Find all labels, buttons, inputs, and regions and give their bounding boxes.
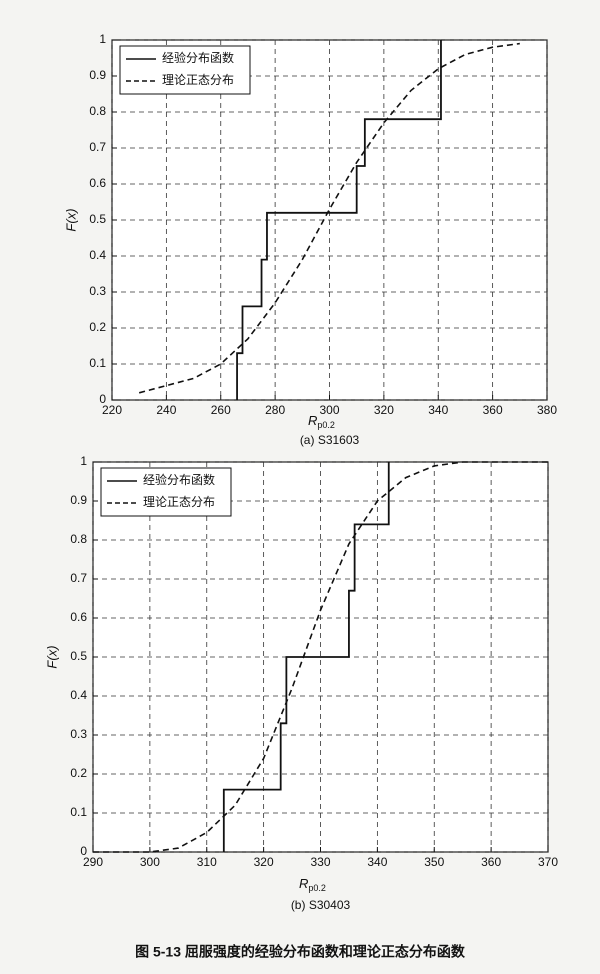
y-tick-label: 0.8 — [89, 104, 106, 118]
y-tick-label: 0.8 — [70, 532, 87, 546]
series-line — [236, 40, 442, 400]
x-tick-label: 320 — [374, 403, 394, 417]
x-axis-label-subscript: p0.2 — [308, 883, 326, 893]
y-tick-label: 1 — [80, 454, 87, 468]
legend-label: 经验分布函数 — [143, 472, 215, 487]
x-tick-label: 330 — [310, 855, 330, 869]
x-tick-label: 240 — [156, 403, 176, 417]
x-tick-label: 300 — [319, 403, 339, 417]
y-axis-label: F(x) — [44, 645, 59, 668]
legend-label: 理论正态分布 — [162, 73, 234, 87]
legend-box — [119, 45, 251, 95]
y-tick-label: 0.2 — [89, 320, 106, 334]
y-tick-label: 0.1 — [70, 805, 87, 819]
legend-label: 经验分布函数 — [162, 50, 234, 65]
chart-caption: (b) S30403 — [291, 898, 351, 912]
x-tick-label: 340 — [367, 855, 387, 869]
series-line — [93, 461, 548, 853]
y-tick-label: 0.9 — [89, 68, 106, 82]
x-tick-label: 260 — [211, 403, 231, 417]
x-tick-label: 360 — [481, 855, 501, 869]
legend-box — [100, 467, 232, 517]
y-tick-label: 0.2 — [70, 766, 87, 780]
x-tick-label: 340 — [428, 403, 448, 417]
y-tick-label: 0.3 — [70, 727, 87, 741]
x-axis-label-main: R — [308, 413, 317, 428]
x-tick-label: 360 — [483, 403, 503, 417]
x-tick-label: 370 — [538, 855, 558, 869]
x-tick-label: 300 — [140, 855, 160, 869]
y-tick-label: 0.6 — [89, 176, 106, 190]
y-tick-label: 0.3 — [89, 284, 106, 298]
y-tick-label: 0.7 — [89, 140, 106, 154]
x-tick-label: 290 — [83, 855, 103, 869]
x-axis-label: Rp0.2 — [299, 876, 326, 893]
y-tick-label: 0.5 — [89, 212, 106, 226]
x-tick-label: 220 — [102, 403, 122, 417]
x-tick-label: 380 — [537, 403, 557, 417]
x-tick-label: 320 — [254, 855, 274, 869]
y-tick-label: 1 — [99, 32, 106, 46]
x-axis-label-subscript: p0.2 — [317, 420, 335, 430]
x-tick-label: 350 — [424, 855, 444, 869]
series-line — [222, 462, 390, 852]
figure-caption: 图 5-13 屈服强度的经验分布函数和理论正态分布函数 — [135, 944, 466, 960]
y-axis-label: F(x) — [63, 208, 78, 231]
y-tick-label: 0.5 — [70, 649, 87, 663]
y-tick-label: 0.4 — [89, 248, 106, 262]
y-tick-label: 0 — [80, 844, 87, 858]
y-tick-label: 0.1 — [89, 356, 106, 370]
x-axis-label-main: R — [299, 876, 308, 891]
legend-label: 理论正态分布 — [143, 495, 215, 509]
y-tick-label: 0.7 — [70, 571, 87, 585]
y-tick-label: 0.6 — [70, 610, 87, 624]
x-axis-label: Rp0.2 — [308, 413, 335, 430]
x-tick-label: 280 — [265, 403, 285, 417]
y-tick-label: 0.9 — [70, 493, 87, 507]
y-tick-label: 0.4 — [70, 688, 87, 702]
y-tick-label: 0 — [99, 392, 106, 406]
x-tick-label: 310 — [197, 855, 217, 869]
chart-caption: (a) S31603 — [300, 433, 360, 447]
